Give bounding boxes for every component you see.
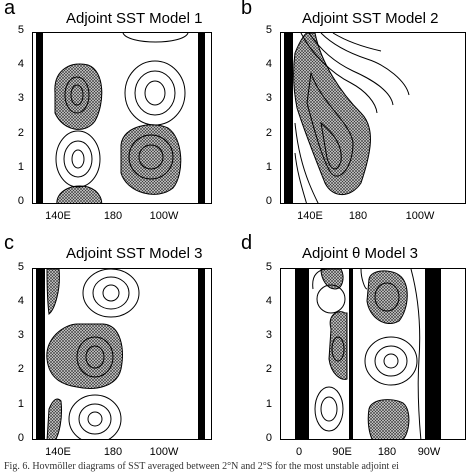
y-tick-label: 3 (17, 92, 24, 104)
y-tick-label: 5 (17, 261, 24, 273)
x-tick-label: 140E (45, 446, 71, 458)
figure-caption: Fig. 6. Hovmöller diagrams of SST averag… (4, 461, 399, 472)
y-tick-label: 0 (17, 432, 24, 444)
y-tick-label: 2 (17, 363, 24, 375)
y-tick-label: 1 (17, 398, 24, 410)
x-tick-label: 140E (297, 210, 323, 222)
x-tick-label: 180 (103, 446, 123, 458)
panel-title: Adjoint θ Model 3 (302, 245, 418, 262)
y-tick-label: 3 (17, 329, 24, 341)
y-tick-label: 1 (17, 161, 24, 173)
contour-field (36, 33, 205, 203)
x-tick-label: 100W (405, 210, 435, 222)
x-tick-label: 100W (149, 210, 179, 222)
y-tick-label: 4 (17, 295, 24, 307)
x-tick-label: 100W (149, 446, 179, 458)
x-tick-label: 140E (45, 210, 71, 222)
panel-letter: c (4, 232, 14, 254)
y-tick-label: 3 (265, 329, 272, 341)
hovmoller-plot (280, 268, 466, 440)
y-tick-label: 4 (17, 58, 24, 70)
panel-letter: b (241, 0, 253, 19)
y-tick-label: 0 (265, 432, 272, 444)
y-tick-label: 2 (265, 127, 272, 139)
y-tick-label: 0 (265, 195, 272, 207)
x-tick-label: 90W (417, 446, 441, 458)
x-tick-label: 0 (295, 446, 303, 458)
y-tick-label: 0 (17, 195, 24, 207)
y-tick-label: 2 (17, 127, 24, 139)
y-tick-label: 5 (17, 24, 24, 36)
y-tick-label: 1 (265, 161, 272, 173)
hovmoller-plot (32, 32, 212, 204)
contour-field (295, 269, 441, 439)
contour-field (36, 269, 205, 439)
y-tick-label: 2 (265, 363, 272, 375)
x-tick-label: 180 (103, 210, 123, 222)
y-tick-label: 1 (265, 398, 272, 410)
y-tick-label: 5 (265, 24, 272, 36)
x-tick-label: 90E (332, 446, 352, 458)
y-tick-label: 3 (265, 92, 272, 104)
panel-title: Adjoint SST Model 3 (66, 245, 203, 262)
hovmoller-plot (280, 32, 466, 204)
y-tick-label: 5 (265, 261, 272, 273)
y-tick-label: 4 (265, 58, 272, 70)
hovmoller-plot (32, 268, 212, 440)
panel-letter: d (241, 232, 253, 254)
panel-letter: a (4, 0, 16, 19)
panel-title: Adjoint SST Model 2 (302, 10, 439, 27)
x-tick-label: 180 (348, 210, 368, 222)
contour-field (284, 33, 410, 203)
panel-title: Adjoint SST Model 1 (66, 10, 203, 27)
y-tick-label: 4 (265, 295, 272, 307)
x-tick-label: 180 (377, 446, 397, 458)
